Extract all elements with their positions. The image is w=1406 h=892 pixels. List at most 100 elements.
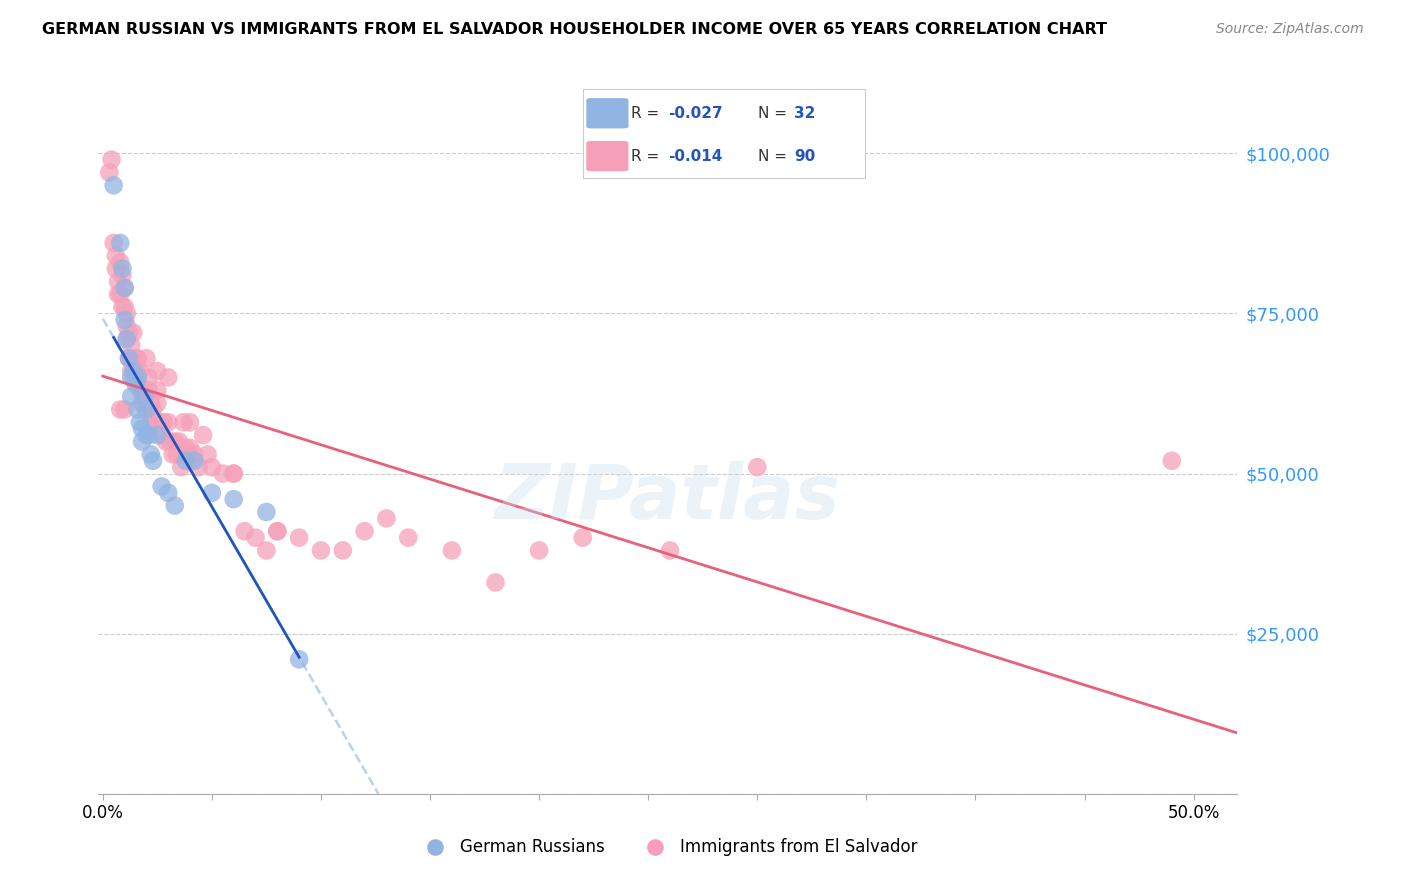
Text: 32: 32 (794, 106, 815, 120)
Point (396, 531, 419, 545)
Point (120, 390, 142, 404)
Point (115, 306, 138, 320)
Point (120, 364, 142, 378)
Point (222, 492, 245, 507)
Point (309, 543, 332, 558)
Point (135, 402, 157, 417)
Point (163, 434, 186, 449)
Point (197, 447, 219, 461)
Point (135, 402, 157, 417)
Point (157, 415, 180, 429)
Point (183, 454, 205, 468)
Point (131, 384, 153, 398)
Point (135, 428, 157, 442)
Point (157, 370, 180, 384)
Point (233, 524, 256, 539)
Point (179, 441, 201, 455)
Point (150, 479, 173, 493)
Point (128, 384, 150, 398)
Point (118, 326, 141, 340)
Point (201, 485, 224, 500)
Point (142, 402, 165, 417)
Point (155, 434, 177, 449)
Point (111, 268, 134, 282)
Point (131, 434, 153, 449)
Point (146, 384, 169, 398)
Point (131, 396, 153, 410)
Point (288, 652, 311, 666)
Point (134, 390, 156, 404)
Point (127, 370, 149, 384)
Point (222, 467, 245, 481)
Point (118, 351, 141, 366)
Text: R =: R = (631, 106, 665, 120)
Text: N =: N = (758, 106, 792, 120)
Point (120, 370, 142, 384)
Point (110, 235, 132, 250)
Text: GERMAN RUSSIAN VS IMMIGRANTS FROM EL SALVADOR HOUSEHOLDER INCOME OVER 65 YEARS C: GERMAN RUSSIAN VS IMMIGRANTS FROM EL SAL… (42, 22, 1107, 37)
Point (120, 351, 142, 366)
Point (122, 370, 145, 384)
Point (138, 384, 160, 398)
Point (245, 531, 267, 545)
Point (134, 396, 156, 410)
Point (124, 364, 146, 378)
Point (166, 447, 188, 461)
Point (110, 402, 132, 417)
Point (157, 485, 180, 500)
Point (174, 454, 197, 468)
Point (107, 274, 129, 288)
Point (527, 543, 550, 558)
Point (146, 428, 169, 442)
Point (114, 300, 136, 314)
Point (173, 415, 195, 429)
Point (191, 428, 214, 442)
Point (139, 396, 162, 410)
Point (131, 422, 153, 436)
Point (146, 396, 169, 410)
Text: N =: N = (758, 149, 792, 163)
Text: R =: R = (631, 149, 665, 163)
Point (484, 575, 506, 590)
Point (100, 153, 122, 167)
Point (122, 326, 145, 340)
Point (124, 376, 146, 391)
Point (122, 364, 145, 378)
Point (254, 543, 277, 558)
Point (747, 460, 769, 475)
Point (115, 332, 138, 346)
Point (114, 281, 136, 295)
Point (139, 447, 162, 461)
Text: -0.027: -0.027 (668, 106, 723, 120)
Point (1160, 454, 1182, 468)
Point (266, 524, 288, 539)
Point (138, 428, 160, 442)
Point (111, 261, 134, 276)
Point (150, 428, 173, 442)
Point (104, 261, 127, 276)
Point (114, 313, 136, 327)
Point (110, 255, 132, 269)
Text: -0.014: -0.014 (668, 149, 723, 163)
Point (128, 415, 150, 429)
Point (163, 499, 186, 513)
Point (440, 543, 463, 558)
Point (142, 454, 165, 468)
Point (134, 384, 156, 398)
Point (153, 415, 176, 429)
Point (114, 402, 136, 417)
Point (201, 460, 224, 475)
Point (114, 281, 136, 295)
Point (167, 434, 190, 449)
Point (135, 351, 157, 366)
Point (139, 415, 162, 429)
Point (124, 351, 146, 366)
Point (127, 370, 149, 384)
Point (103, 178, 125, 193)
Point (170, 460, 193, 475)
Point (127, 402, 149, 417)
Point (148, 415, 170, 429)
Point (183, 447, 205, 461)
Point (288, 531, 311, 545)
Point (128, 364, 150, 378)
